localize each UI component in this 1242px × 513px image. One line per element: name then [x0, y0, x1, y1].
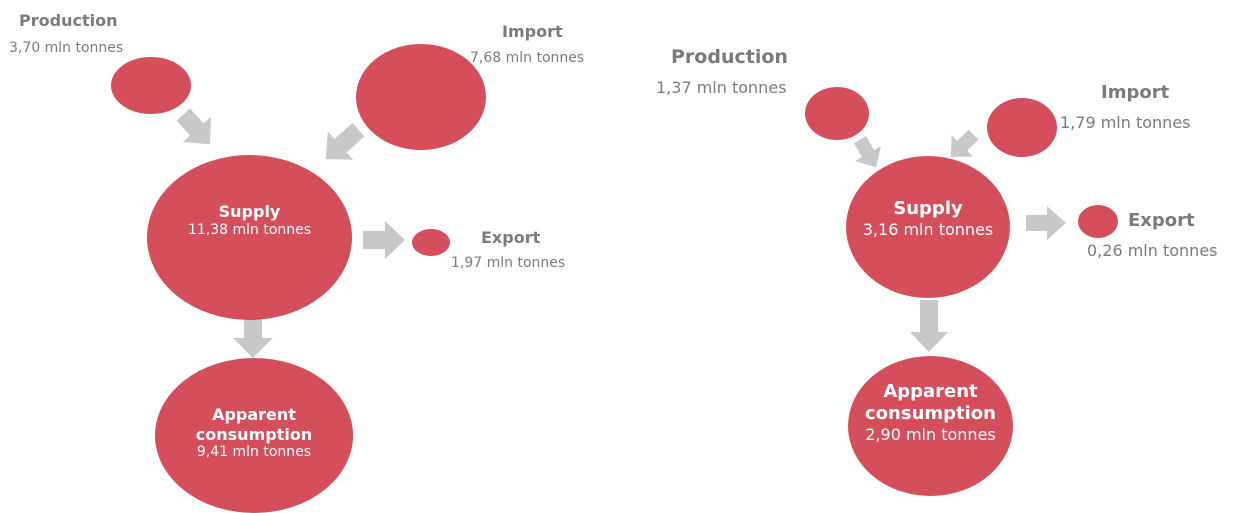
consumption-label-left: Apparent consumption 9,41 mln tonnes — [155, 405, 353, 461]
production-bubble-left — [111, 57, 191, 114]
production-bubble-right — [805, 87, 869, 140]
supply-title-right: Supply — [893, 198, 963, 219]
supply-value-right: 3,16 mln tonnes — [862, 219, 994, 239]
arrow-supply-to-consumption-right — [910, 300, 948, 352]
production-title-left: Production — [19, 11, 118, 30]
consumption-title-line1-right: Apparent — [883, 381, 978, 402]
consumption-title-line2-right: consumption — [865, 402, 996, 424]
arrow-supply-to-consumption-left — [233, 310, 273, 358]
export-bubble-right — [1078, 205, 1118, 238]
arrow-production-to-supply-right — [853, 136, 881, 168]
export-bubble-left — [412, 229, 450, 256]
supply-label-right: Supply 3,16 mln tonnes — [846, 198, 1010, 239]
consumption-bubble-right — [848, 356, 1013, 496]
import-value-right: 1,79 mln tonnes — [1060, 113, 1191, 132]
supply-value-left: 11,38 mln tonnes — [187, 221, 312, 238]
production-value-right: 1,37 mln tonnes — [656, 78, 787, 97]
export-title-right: Export — [1128, 210, 1195, 231]
supply-label-left: Supply 11,38 mln tonnes — [147, 202, 352, 239]
export-value-left: 1,97 mln tonnes — [451, 255, 566, 271]
arrow-production-to-supply-left — [176, 108, 211, 145]
export-title-left: Export — [481, 228, 541, 247]
consumption-bubble-left — [155, 358, 353, 513]
arrow-import-to-supply-left — [325, 122, 365, 160]
production-value-left: 3,70 mln tonnes — [9, 40, 124, 56]
supply-title-left: Supply — [218, 202, 281, 221]
import-title-right: Import — [1101, 82, 1170, 103]
import-value-left: 7,68 mln tonnes — [470, 50, 585, 66]
import-bubble-right — [987, 98, 1057, 157]
export-value-right: 0,26 mln tonnes — [1087, 241, 1218, 260]
supply-bubble-left — [147, 155, 352, 320]
import-title-left: Import — [502, 22, 563, 41]
consumption-label-right: Apparent consumption 2,90 mln tonnes — [848, 381, 1013, 444]
import-bubble-left — [356, 44, 486, 150]
arrow-supply-to-export-right — [1026, 206, 1066, 240]
consumption-title-line1-left: Apparent — [212, 405, 296, 424]
consumption-title-line2-left: consumption — [195, 424, 313, 444]
arrow-import-to-supply-right — [950, 129, 979, 158]
consumption-value-left: 9,41 mln tonnes — [196, 444, 312, 461]
consumption-value-right: 2,90 mln tonnes — [865, 424, 996, 444]
arrow-supply-to-export-left — [363, 221, 405, 259]
production-title-right: Production — [671, 46, 788, 68]
supply-bubble-right — [846, 156, 1010, 298]
